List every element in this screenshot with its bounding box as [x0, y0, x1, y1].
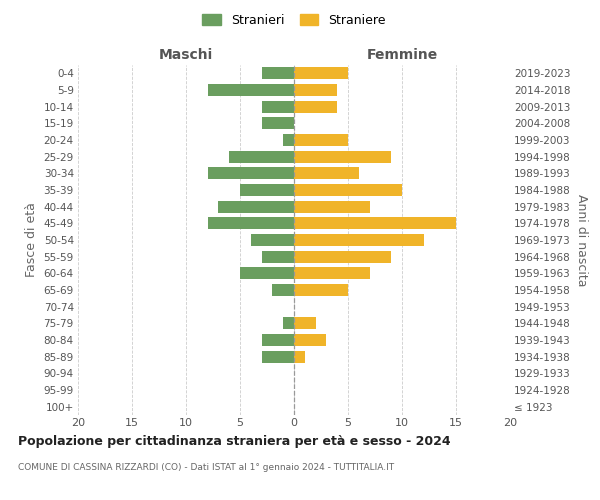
Bar — [262, 68, 294, 80]
Bar — [294, 134, 348, 146]
Bar — [294, 150, 391, 162]
Bar — [283, 134, 294, 146]
Bar — [294, 100, 337, 112]
Bar — [262, 118, 294, 130]
Bar — [240, 184, 294, 196]
Text: Femmine: Femmine — [367, 48, 437, 62]
Bar — [272, 284, 294, 296]
Legend: Stranieri, Straniere: Stranieri, Straniere — [200, 11, 388, 29]
Bar — [294, 200, 370, 212]
Bar — [262, 350, 294, 362]
Text: COMUNE DI CASSINA RIZZARDI (CO) - Dati ISTAT al 1° gennaio 2024 - TUTTITALIA.IT: COMUNE DI CASSINA RIZZARDI (CO) - Dati I… — [18, 462, 394, 471]
Bar — [294, 168, 359, 179]
Text: Maschi: Maschi — [159, 48, 213, 62]
Bar — [262, 100, 294, 112]
Y-axis label: Anni di nascita: Anni di nascita — [575, 194, 587, 286]
Bar — [283, 318, 294, 330]
Bar — [218, 200, 294, 212]
Bar — [294, 350, 305, 362]
Bar — [251, 234, 294, 246]
Bar — [262, 250, 294, 262]
Bar — [208, 84, 294, 96]
Bar — [208, 168, 294, 179]
Y-axis label: Fasce di età: Fasce di età — [25, 202, 38, 278]
Bar — [229, 150, 294, 162]
Bar — [294, 234, 424, 246]
Bar — [294, 334, 326, 346]
Text: Popolazione per cittadinanza straniera per età e sesso - 2024: Popolazione per cittadinanza straniera p… — [18, 435, 451, 448]
Bar — [294, 218, 456, 230]
Bar — [294, 68, 348, 80]
Bar — [294, 84, 337, 96]
Bar — [294, 318, 316, 330]
Bar — [262, 334, 294, 346]
Bar — [240, 268, 294, 280]
Bar — [294, 250, 391, 262]
Bar — [294, 184, 402, 196]
Bar — [294, 268, 370, 280]
Bar — [294, 284, 348, 296]
Bar — [208, 218, 294, 230]
